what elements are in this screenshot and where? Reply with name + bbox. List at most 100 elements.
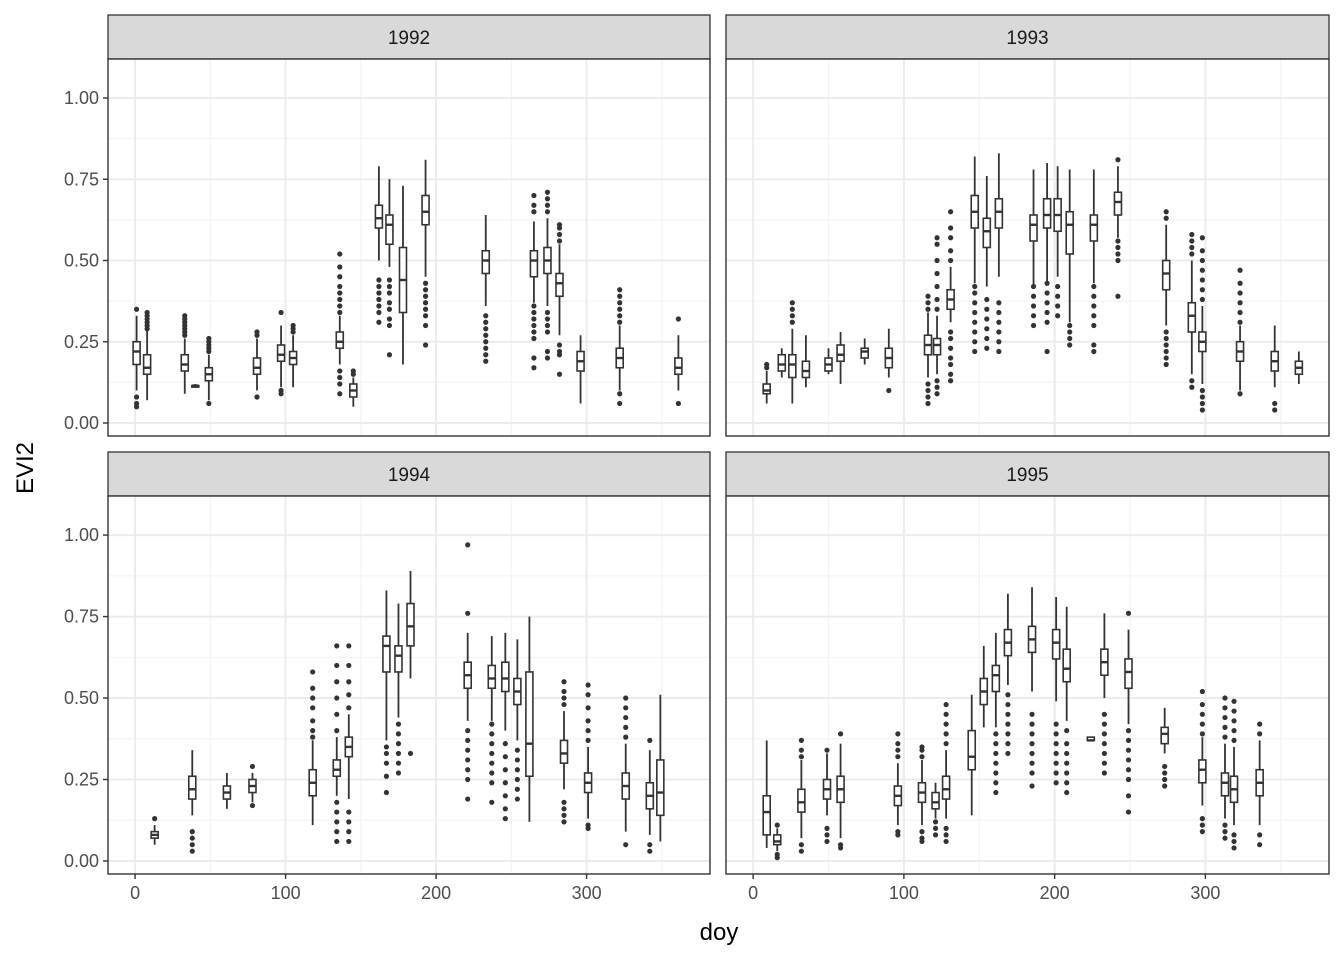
- outlier-point: [531, 322, 537, 329]
- box-iqr: [1089, 214, 1099, 242]
- outlier-point: [337, 309, 343, 316]
- outlier-point: [1222, 714, 1228, 721]
- outlier-point: [1044, 280, 1050, 286]
- box-doy-201: [1051, 597, 1061, 786]
- outlier-point: [1091, 283, 1097, 290]
- box-doy-155: [982, 176, 992, 351]
- outlier-point: [1091, 313, 1097, 319]
- outlier-point: [346, 838, 352, 845]
- outlier-point: [395, 731, 402, 737]
- outlier-point: [514, 796, 520, 802]
- outlier-point: [934, 270, 940, 277]
- outlier-point: [824, 838, 830, 845]
- outlier-point: [1005, 692, 1011, 698]
- outlier-point: [1115, 257, 1121, 264]
- outlier-point: [948, 329, 954, 335]
- outlier-point: [489, 731, 495, 737]
- outlier-point: [1189, 238, 1195, 244]
- outlier-point: [919, 744, 925, 750]
- outlier-point: [1199, 711, 1205, 717]
- outlier-point: [337, 296, 343, 303]
- box-iqr: [932, 337, 942, 356]
- outlier-point: [925, 293, 931, 299]
- outlier-point: [895, 829, 901, 835]
- box-doy-262: [525, 616, 534, 822]
- outlier-point: [310, 669, 316, 675]
- box-doy-175: [394, 603, 403, 776]
- x-axis-title: doy: [700, 919, 739, 946]
- box-doy-26: [788, 300, 797, 404]
- outlier-point: [1101, 711, 1107, 717]
- outlier-point: [310, 705, 316, 711]
- outlier-point: [386, 290, 393, 296]
- outlier-point: [1125, 610, 1132, 616]
- outlier-point: [1067, 342, 1073, 348]
- outlier-point: [489, 780, 495, 786]
- y-tick-label: 0.75: [64, 169, 99, 189]
- y-tick-label: 0.50: [64, 251, 99, 271]
- outlier-point: [337, 290, 343, 296]
- outlier-point: [1189, 244, 1195, 251]
- outlier-point: [254, 329, 260, 335]
- box-iqr: [529, 249, 539, 278]
- outlier-point: [996, 319, 1002, 325]
- outlier-point: [1199, 701, 1205, 708]
- outlier-point: [1064, 780, 1070, 786]
- outlier-point: [1029, 711, 1035, 717]
- outlier-point: [934, 283, 940, 290]
- outlier-point: [1199, 257, 1205, 264]
- box-iqr: [836, 344, 845, 363]
- outlier-point: [932, 825, 939, 831]
- outlier-point: [984, 326, 990, 332]
- outlier-point: [561, 806, 567, 812]
- box-doy-128: [941, 701, 951, 845]
- outlier-point: [346, 679, 352, 685]
- outlier-point: [1199, 721, 1205, 727]
- outlier-point: [1030, 313, 1037, 319]
- outlier-point: [544, 348, 551, 355]
- outlier-point: [561, 695, 567, 701]
- outlier-point: [489, 721, 495, 727]
- box-doy-210: [1065, 169, 1075, 348]
- outlier-point: [502, 806, 508, 812]
- outlier-point: [1115, 251, 1121, 257]
- outlier-point: [948, 378, 954, 384]
- outlier-point: [346, 809, 352, 815]
- box-doy-16: [772, 822, 782, 861]
- outlier-point: [1030, 303, 1037, 309]
- box-doy-58: [836, 731, 845, 851]
- outlier-point: [972, 339, 978, 345]
- outlier-point: [465, 728, 471, 734]
- outlier-point: [1125, 728, 1132, 734]
- outlier-point: [376, 303, 382, 309]
- outlier-point: [1272, 407, 1278, 413]
- box-doy-61: [222, 772, 232, 809]
- outlier-point: [895, 731, 901, 737]
- box-doy-122: [932, 235, 942, 397]
- outlier-point: [561, 688, 567, 695]
- outlier-point: [585, 822, 591, 828]
- outlier-point: [824, 832, 830, 838]
- outlier-point: [1091, 342, 1097, 348]
- y-tick-label: 0.50: [64, 688, 99, 708]
- outlier-point: [617, 287, 623, 293]
- outlier-point: [531, 202, 537, 208]
- outlier-point: [789, 313, 795, 319]
- outlier-point: [1231, 728, 1237, 734]
- box-doy-254: [513, 639, 522, 802]
- facet-strip: [725, 14, 1330, 60]
- outlier-point: [943, 701, 949, 708]
- box-doy-195: [1042, 163, 1052, 355]
- outlier-point: [310, 728, 316, 734]
- box-iqr: [1161, 259, 1171, 291]
- outlier-point: [346, 662, 352, 669]
- outlier-point: [483, 339, 489, 345]
- outlier-point: [1029, 721, 1035, 727]
- outlier-point: [934, 384, 940, 390]
- outlier-point: [948, 335, 954, 342]
- outlier-point: [1272, 400, 1278, 407]
- outlier-point: [948, 209, 954, 215]
- facet-strip: [107, 14, 711, 60]
- box-doy-142: [344, 643, 354, 845]
- box-iqr: [394, 645, 403, 673]
